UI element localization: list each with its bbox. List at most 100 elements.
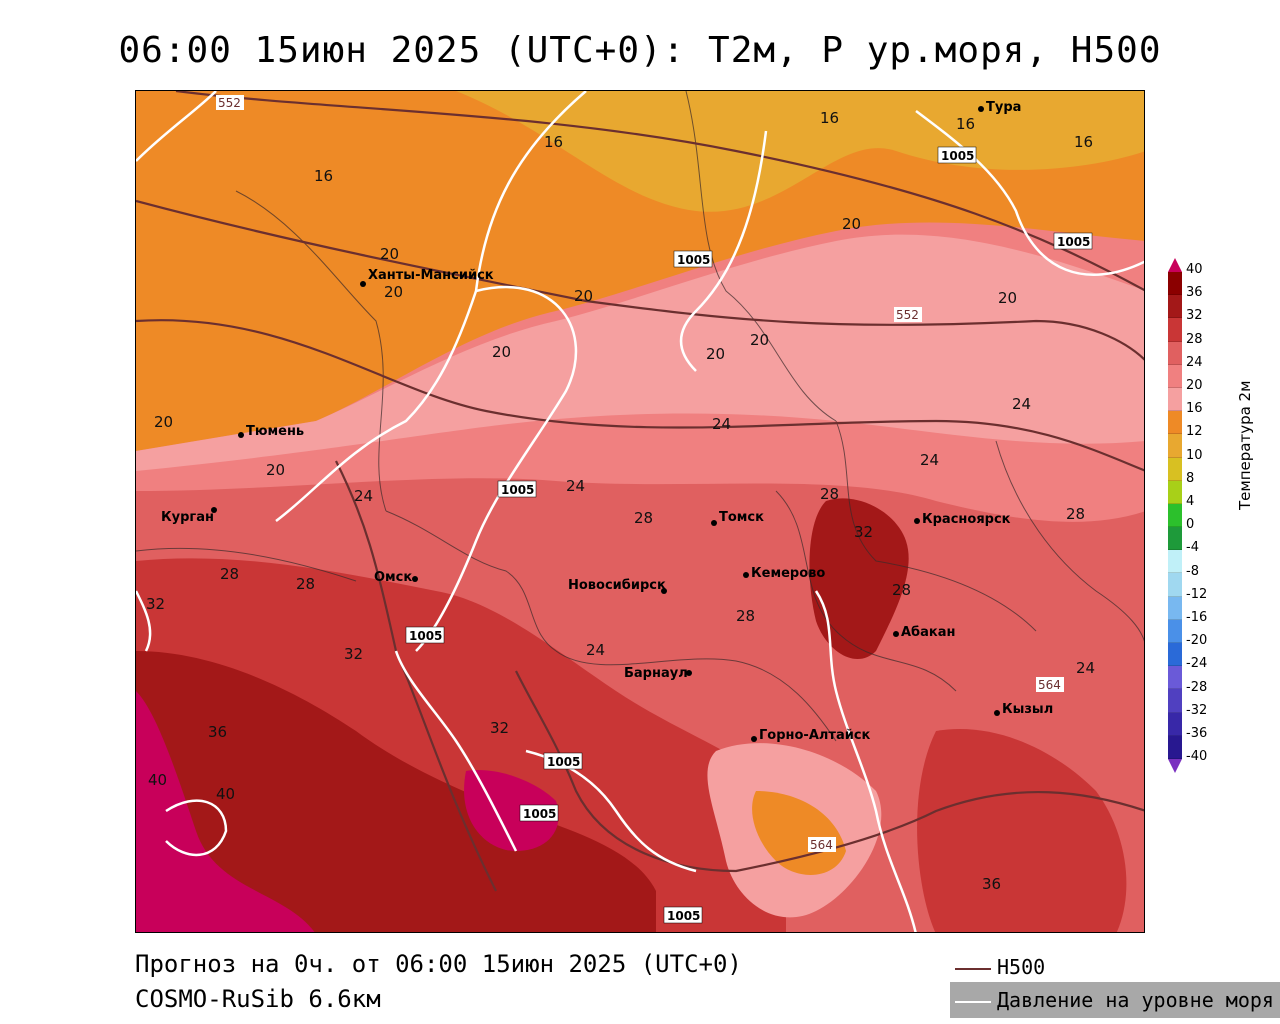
colorbar-segment [1168,643,1182,667]
temp-label: 40 [148,771,167,789]
forecast-info: Прогноз на 0ч. от 06:00 15июн 2025 (UTC+… [135,950,742,978]
h500-label: 564 [810,838,833,852]
colorbar-segment [1168,712,1182,736]
city-dot [743,572,749,578]
temp-label: 32 [146,595,165,613]
temp-label: 16 [1074,133,1093,151]
city-dot [211,507,217,513]
colorbar-segment [1168,503,1182,528]
temp-label: 24 [1012,395,1031,413]
colorbar-tick-label: 8 [1186,470,1195,486]
colorbar-tick-label: 12 [1186,424,1203,440]
temp-label: 20 [574,287,593,305]
city-name: Омск [374,570,412,585]
temp-label: 16 [956,115,975,133]
colorbar-tick-label: 16 [1186,401,1203,417]
colorbar-tick-label: -4 [1186,540,1199,556]
colorbar-tick-label: 28 [1186,331,1203,347]
city-dot [412,576,418,582]
temp-label: 24 [354,487,373,505]
temp-label: 32 [490,719,509,737]
city-dot [711,520,717,526]
colorbar-tick-label: 20 [1186,378,1203,393]
city-markers: Тура Ханты-Мансийск Тюмень Курган Омск Н… [161,100,1053,743]
admin-boundaries [136,91,1144,742]
temp-label: 32 [344,645,363,663]
temp-label: 28 [736,607,755,625]
city-name: Ханты-Мансийск [368,268,494,283]
city-name: Новосибирск [568,578,666,593]
temp-label: 24 [1076,659,1095,677]
temp-label: 16 [314,167,333,185]
temperature-colorbar [1168,258,1182,773]
colorbar-segment [1168,295,1182,319]
city-name: Томск [719,510,764,525]
temp-label: 20 [380,245,399,263]
temp-label: 16 [544,133,563,151]
colorbar-tick-label: 10 [1186,447,1203,463]
slp-label: 1005 [667,909,700,923]
colorbar-segment [1168,364,1182,388]
city-name: Красноярск [922,512,1011,527]
temp-label: 20 [998,289,1017,307]
colorbar-tick-label: -12 [1186,586,1208,602]
city-name: Абакан [901,625,956,640]
temp-label: 28 [296,575,315,593]
slp-label: 1005 [523,807,556,821]
zone-tuva [917,729,1127,932]
city-dot [978,106,984,112]
colorbar-top-arrow [1168,258,1182,272]
colorbar-tick-label: -8 [1186,563,1199,579]
temp-label: 24 [566,477,585,495]
colorbar-tick-label: 40 [1186,262,1203,277]
h500-labels: 552 552 564 564 [216,95,1064,852]
colorbar-segment [1168,527,1182,551]
colorbar-tick-label: -32 [1186,702,1208,718]
slp-label: 1005 [677,253,710,267]
slp-labels: 1005 1005 1005 1005 1005 1005 1005 1005 [405,146,1093,924]
colorbar-segment [1168,666,1182,690]
temp-label: 36 [982,875,1001,893]
zone-20-24 [136,234,1144,471]
colorbar-label: Температура 2м [1236,380,1254,510]
h500-label: 552 [218,96,241,110]
temp-label: 24 [712,415,731,433]
temperature-labels: 16 16 16 16 16 20 20 20 20 20 20 20 20 2… [146,109,1095,893]
temp-label: 28 [1066,505,1085,523]
city-dot [914,518,920,524]
colorbar-segment [1168,411,1182,435]
slp-label: 1005 [409,629,442,643]
zone-36-40-west [136,691,315,932]
temp-label: 20 [492,343,511,361]
legend-h500-label: H500 [997,955,1046,979]
temp-label: 24 [586,641,605,659]
temp-label: 20 [384,283,403,301]
city-dot [238,432,244,438]
colorbar-tick-label: 0 [1186,517,1195,533]
zone-altai-mountains [752,791,846,875]
h500-line-swatch [955,967,991,970]
h500-label: 552 [896,308,919,322]
temp-label: 20 [750,331,769,349]
zone-32-36 [136,651,656,932]
colorbar-bottom-arrow [1168,758,1182,773]
colorbar-segment [1168,550,1182,574]
temperature-map-svg: 16 16 16 16 16 20 20 20 20 20 20 20 20 2… [136,91,1144,932]
slp-label: 1005 [1057,235,1090,249]
colorbar-tick-label: -20 [1186,633,1208,649]
colorbar-segment [1168,480,1182,504]
slp-line-swatch [955,1000,991,1003]
temp-label: 28 [820,485,839,503]
temp-label: 24 [920,451,939,469]
city-name: Курган [161,510,214,525]
slp-label: 1005 [547,755,580,769]
colorbar-segment [1168,434,1182,458]
colorbar-segment [1168,596,1182,620]
colorbar-tick-label: -24 [1186,656,1208,672]
temp-label: 28 [634,509,653,527]
forecast-map: 16 16 16 16 16 20 20 20 20 20 20 20 20 2… [135,90,1145,933]
zone-12-16 [456,91,1144,212]
zone-40-hotspot [464,770,559,851]
city-name: Кемерово [751,566,825,581]
slp-label: 1005 [941,149,974,163]
